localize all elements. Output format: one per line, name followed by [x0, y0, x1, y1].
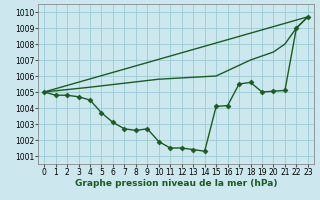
X-axis label: Graphe pression niveau de la mer (hPa): Graphe pression niveau de la mer (hPa): [75, 179, 277, 188]
